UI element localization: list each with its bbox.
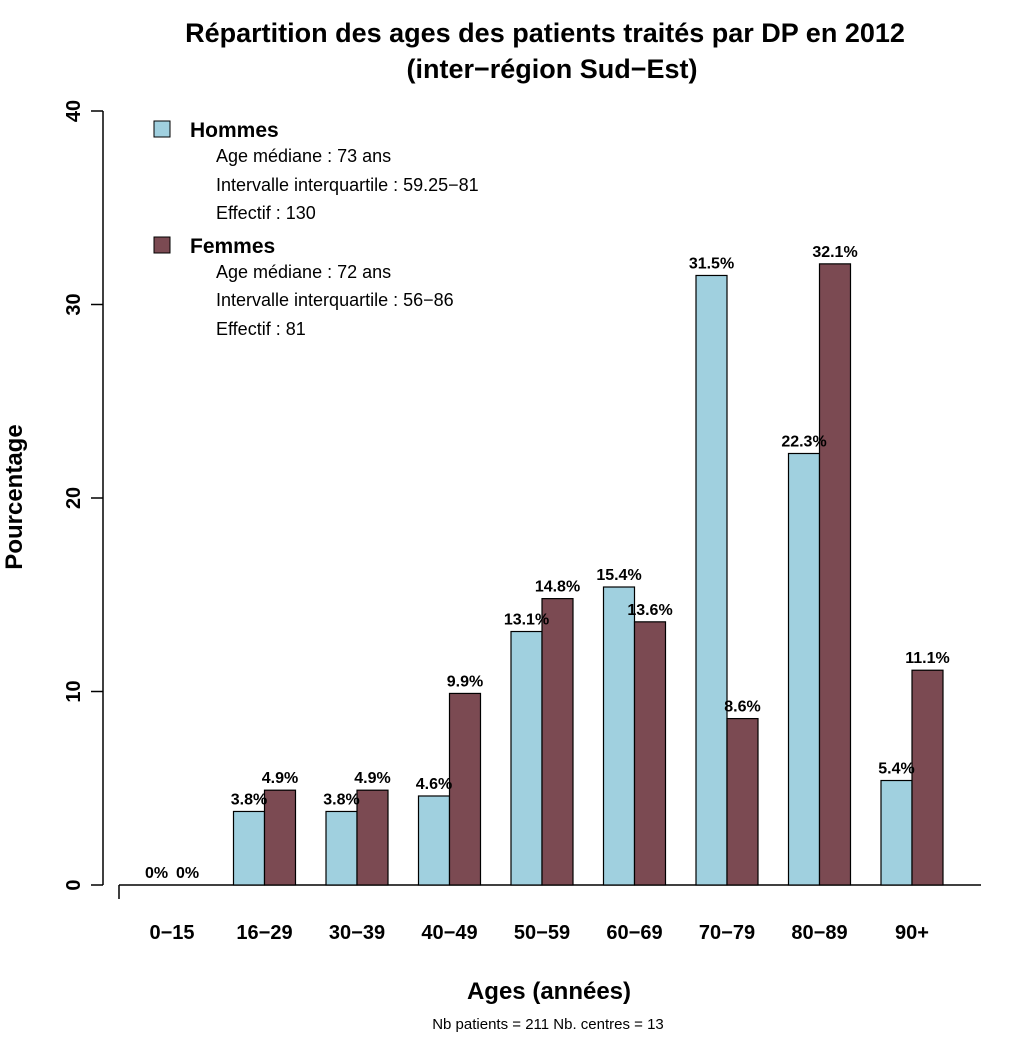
x-tick-label: 50−59: [514, 922, 570, 944]
bar-value-label: 0%: [176, 865, 199, 882]
x-tick-label: 30−39: [329, 922, 385, 944]
bar-femmes-4: [541, 598, 574, 886]
bar-value-label: 5.4%: [878, 761, 914, 778]
legend-label-hommes: Hommes: [190, 119, 279, 142]
x-tick-label: 40−49: [421, 922, 477, 944]
legend-hommes-median: Age médiane : 73 ans: [216, 146, 391, 166]
x-tick-label: 16−29: [236, 922, 292, 944]
legend: Hommes Age médiane : 73 ans Intervalle i…: [153, 119, 479, 339]
chart-footer: Nb patients = 211 Nb. centres = 13: [432, 1016, 664, 1033]
bar-value-label: 31.5%: [689, 255, 734, 272]
y-tick-label: 40: [63, 100, 85, 122]
bars: [232, 263, 944, 886]
legend-hommes-iqr: Intervalle interquartile : 59.25−81: [216, 175, 479, 195]
bar-hommes-5: [602, 586, 636, 886]
bar-value-label: 3.8%: [323, 791, 359, 808]
bar-femmes-5: [633, 621, 667, 886]
bar-femmes-2: [356, 789, 389, 886]
bar-hommes-8: [880, 779, 913, 886]
y-tick-label: 20: [63, 487, 85, 509]
bar-value-label: 13.1%: [504, 612, 549, 629]
bar-hommes-4: [510, 630, 543, 886]
category-labels: 0−15 16−29 30−39 40−49 50−59 60−69 70−79 80−89 9…: [149, 922, 929, 944]
legend-femmes-median: Age médiane : 72 ans: [216, 262, 391, 282]
bar-hommes-2: [325, 810, 358, 886]
y-axis-label: Pourcentage: [1, 424, 28, 569]
bar-value-label: 14.8%: [535, 579, 580, 596]
legend-femmes-count: Effectif : 81: [216, 319, 306, 339]
x-axis-label: Ages (années): [467, 978, 631, 1005]
legend-label-femmes: Femmes: [190, 235, 275, 258]
x-tick-label: 70−79: [699, 922, 755, 944]
chart-title-line-2: (inter−région Sud−Est): [406, 54, 697, 84]
bar-value-label: 0%: [145, 865, 168, 882]
bar-femmes-7: [818, 263, 852, 886]
bar-value-label: 11.1%: [905, 650, 949, 667]
bar-value-label: 13.6%: [627, 602, 672, 619]
bar-value-label: 32.1%: [812, 244, 857, 261]
x-tick-label: 0−15: [149, 922, 194, 944]
y-tick-label: 30: [63, 293, 85, 315]
bar-value-label: 9.9%: [447, 673, 483, 690]
bar-value-label: 22.3%: [781, 433, 826, 450]
bar-femmes-1: [263, 789, 297, 886]
legend-femmes-iqr: Intervalle interquartile : 56−86: [216, 290, 454, 310]
bar-hommes-3: [417, 795, 451, 886]
bar-value-label: 15.4%: [596, 567, 641, 584]
x-tick-label: 80−89: [791, 922, 847, 944]
y-tick-label: 0: [63, 879, 85, 890]
bar-hommes-1: [232, 810, 266, 886]
x-axis: [118, 884, 981, 899]
bar-femmes-6: [726, 717, 759, 886]
bar-value-label: 3.8%: [231, 791, 267, 808]
legend-hommes-count: Effectif : 130: [216, 203, 316, 223]
bar-femmes-8: [911, 669, 944, 886]
bar-value-label: 4.6%: [416, 776, 452, 793]
bar-value-label: 4.9%: [262, 770, 298, 787]
bar-value-label: 4.9%: [354, 770, 390, 787]
y-axis: 0 10 20 30 40: [63, 100, 104, 891]
bar-value-label: 8.6%: [724, 699, 760, 716]
bar-hommes-7: [787, 452, 821, 886]
bar-labels: 0% 0% 3.8% 4.9% 3.8% 4.9% 4.6% 9.9% 13.1% 14.8% 15…: [145, 244, 950, 882]
chart-title-line-1: Répartition des ages des patients traité…: [185, 18, 905, 48]
x-tick-label: 90+: [895, 922, 929, 944]
legend-swatch-femmes: [153, 236, 171, 254]
x-tick-label: 60−69: [606, 922, 662, 944]
y-tick-label: 10: [63, 680, 85, 702]
bar-hommes-6: [695, 274, 728, 886]
legend-swatch-hommes: [153, 120, 171, 138]
bar-femmes-3: [448, 692, 482, 886]
